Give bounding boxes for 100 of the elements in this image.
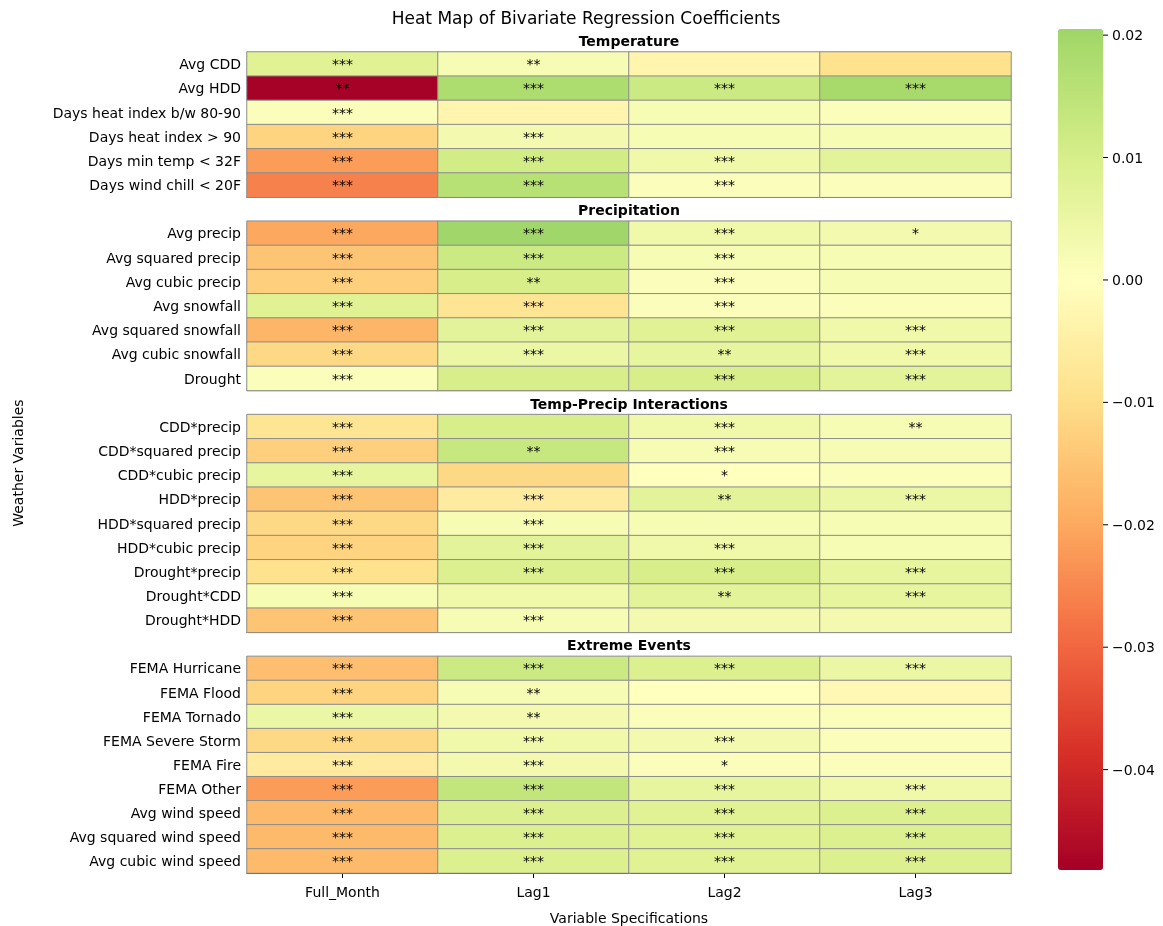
data-label: *** bbox=[523, 177, 544, 194]
data-label: *** bbox=[714, 152, 735, 169]
data-label: *** bbox=[332, 225, 353, 242]
data-label: *** bbox=[714, 852, 735, 869]
data-label: *** bbox=[332, 467, 353, 484]
data-label: *** bbox=[714, 660, 735, 677]
data-label: *** bbox=[905, 563, 926, 580]
y-tick-label: Days min temp < 32F bbox=[87, 152, 241, 169]
text: Temperature bbox=[578, 33, 680, 49]
data-label: *** bbox=[905, 780, 926, 797]
data-label: *** bbox=[332, 828, 353, 845]
y-tick-label: Drought*precip bbox=[133, 563, 242, 580]
data-label: ** bbox=[717, 346, 732, 363]
data-label: *** bbox=[714, 297, 735, 314]
data-label: *** bbox=[905, 370, 926, 387]
data-label: *** bbox=[905, 828, 926, 845]
y-axis-title: Weather Variables bbox=[10, 399, 26, 527]
data-label: *** bbox=[332, 152, 353, 169]
y-tick-label: Days wind chill < 20F bbox=[89, 177, 241, 194]
color-bar-label: 0.00 bbox=[1112, 271, 1144, 288]
y-tick-label: Avg squared wind speed bbox=[69, 828, 241, 845]
data-label: *** bbox=[523, 612, 544, 629]
color-bar-label: −0.01 bbox=[1112, 394, 1155, 411]
data-label: *** bbox=[332, 804, 353, 821]
data-label: * bbox=[912, 225, 919, 242]
data-label: *** bbox=[714, 249, 735, 266]
y-tick-label: HDD*precip bbox=[158, 491, 242, 508]
data-label: *** bbox=[523, 322, 544, 339]
data-label: *** bbox=[714, 273, 735, 290]
data-label: *** bbox=[523, 152, 544, 169]
data-label: ** bbox=[717, 491, 732, 508]
data-label: *** bbox=[523, 346, 544, 363]
y-tick-label: FEMA Flood bbox=[160, 684, 241, 701]
data-label: ** bbox=[526, 442, 541, 459]
y-tick-label: Avg squared snowfall bbox=[92, 322, 241, 339]
data-label: *** bbox=[332, 515, 353, 532]
y-tick-label: FEMA Other bbox=[158, 780, 242, 797]
annotation: Extreme Events bbox=[567, 637, 691, 654]
data-label: *** bbox=[905, 491, 926, 508]
data-label: *** bbox=[523, 804, 544, 821]
data-label: ** bbox=[717, 588, 732, 605]
y-tick-label: FEMA Severe Storm bbox=[102, 732, 241, 749]
data-label: *** bbox=[714, 780, 735, 797]
x-tick-label: Lag3 bbox=[898, 884, 933, 900]
y-tick-label: Avg precip bbox=[167, 225, 242, 242]
data-label: *** bbox=[332, 563, 353, 580]
data-label: *** bbox=[332, 273, 353, 290]
data-label: *** bbox=[332, 539, 353, 556]
y-tick-label: Avg cubic wind speed bbox=[89, 852, 241, 869]
data-label: *** bbox=[714, 442, 735, 459]
data-label: *** bbox=[523, 225, 544, 242]
y-tick-label: CDD*cubic precip bbox=[117, 467, 242, 484]
data-label: *** bbox=[332, 852, 353, 869]
color-bar-label: −0.03 bbox=[1112, 639, 1155, 656]
data-label: *** bbox=[905, 804, 926, 821]
data-label: *** bbox=[332, 346, 353, 363]
data-label: *** bbox=[332, 418, 353, 435]
y-tick-label: FEMA Tornado bbox=[142, 708, 241, 725]
y-tick-label: Avg wind speed bbox=[130, 804, 241, 821]
color-bar-label: 0.01 bbox=[1112, 149, 1144, 166]
data-label: *** bbox=[714, 80, 735, 97]
data-label: *** bbox=[523, 852, 544, 869]
data-label: *** bbox=[714, 418, 735, 435]
data-label: *** bbox=[523, 491, 544, 508]
y-tick-label: Avg cubic precip bbox=[125, 273, 242, 290]
data-label: *** bbox=[523, 128, 544, 145]
y-tick-label: FEMA Fire bbox=[173, 756, 241, 773]
chart-title: Heat Map of Bivariate Regression Coefficients bbox=[391, 7, 781, 28]
data-label: *** bbox=[714, 177, 735, 194]
y-tick-label: Drought*CDD bbox=[145, 588, 241, 605]
data-label: ** bbox=[526, 708, 541, 725]
data-label: *** bbox=[523, 515, 544, 532]
data-label: ** bbox=[908, 418, 923, 435]
x-tick-label: Lag1 bbox=[516, 884, 551, 900]
y-tick-label: CDD*precip bbox=[159, 418, 242, 435]
y-tick-label: CDD*squared precip bbox=[98, 442, 242, 459]
data-label: *** bbox=[523, 563, 544, 580]
y-tick-label: Avg cubic snowfall bbox=[111, 346, 241, 363]
data-label: *** bbox=[905, 660, 926, 677]
annotation: Temp-Precip Interactions bbox=[530, 395, 728, 412]
x-tick-label: Full_Month bbox=[305, 884, 380, 900]
data-label: *** bbox=[714, 804, 735, 821]
data-label: *** bbox=[714, 563, 735, 580]
data-label: *** bbox=[332, 297, 353, 314]
y-tick-label: Days heat index > 90 bbox=[88, 128, 241, 145]
data-label: *** bbox=[905, 346, 926, 363]
y-tick-label: Avg HDD bbox=[178, 80, 241, 97]
x-tick-label: Lag2 bbox=[707, 884, 742, 900]
data-label: *** bbox=[332, 708, 353, 725]
y-tick-label: Days heat index b/w 80-90 bbox=[52, 104, 241, 121]
data-label: *** bbox=[523, 80, 544, 97]
data-label: *** bbox=[905, 588, 926, 605]
data-label: ** bbox=[526, 56, 541, 73]
data-label: *** bbox=[332, 442, 353, 459]
data-label: *** bbox=[332, 56, 353, 73]
y-tick-label: FEMA Hurricane bbox=[129, 660, 241, 677]
data-label: * bbox=[721, 756, 728, 773]
data-label: ** bbox=[335, 80, 350, 97]
y-tick-label: Drought bbox=[184, 370, 242, 387]
data-label: *** bbox=[523, 756, 544, 773]
